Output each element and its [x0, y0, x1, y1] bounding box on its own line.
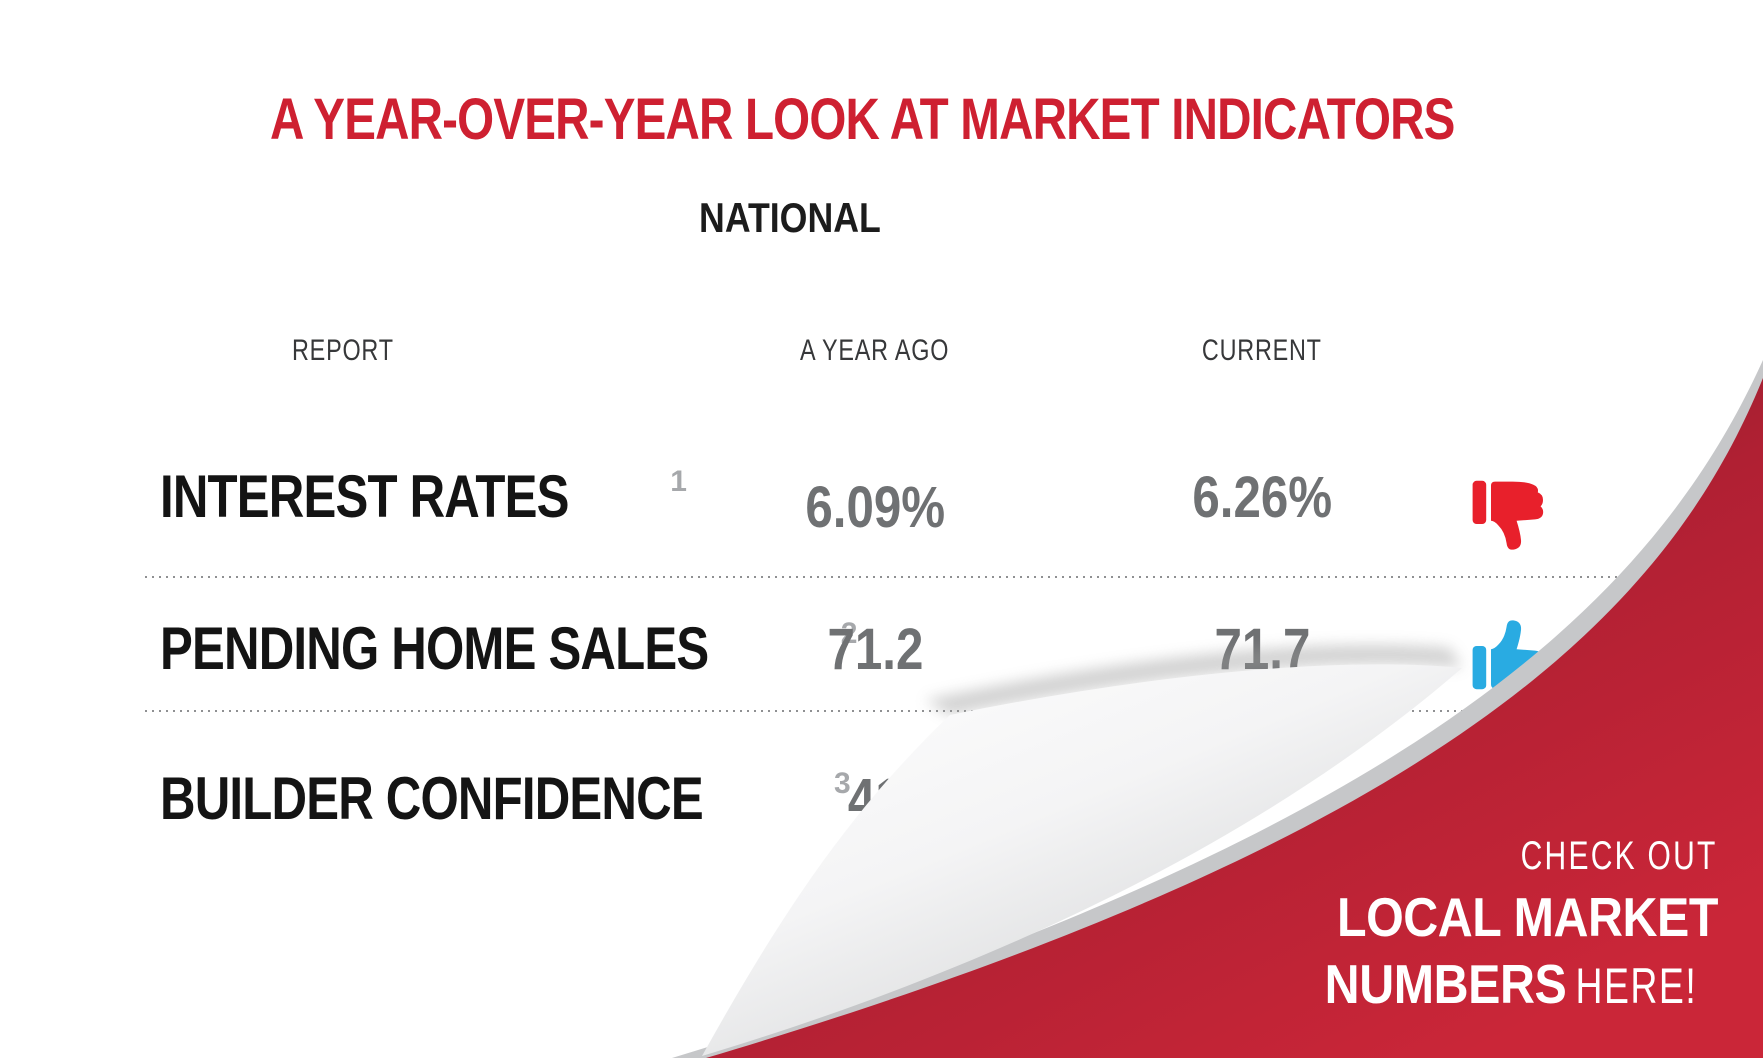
callout-line-1: CHECK OUT: [1521, 834, 1718, 878]
page-title-text: A YEAR-OVER-YEAR LOOK AT MARKET INDICATO…: [270, 87, 1455, 152]
section-label: NATIONAL: [140, 194, 1440, 242]
value-interest-rates-year-ago: 6.09%: [805, 475, 945, 540]
column-header-report: REPORT: [292, 334, 394, 367]
value-pending-home-sales-year-ago: 71.2: [827, 617, 923, 682]
footnote-marker: 1: [670, 465, 687, 498]
local-market-callout[interactable]: CHECK OUT LOCAL MARKET NUMBERS HERE!: [1271, 836, 1718, 1012]
row-label-text: PENDING HOME SALES: [160, 615, 709, 682]
thumbs-up-icon: [1472, 620, 1544, 690]
value-interest-rates-current: 6.26%: [1192, 465, 1332, 530]
row-divider: [145, 576, 1625, 578]
value-pending-home-sales-current: 71.7: [1214, 617, 1310, 682]
thumbs-down-icon: [1472, 480, 1544, 550]
callout-line-3-bold: NUMBERS: [1324, 953, 1566, 1015]
value-builder-confidence-year-ago: 41: [847, 767, 903, 832]
table-row-label-pending-home-sales: PENDING HOME SALES 2: [160, 614, 857, 683]
row-label-text: BUILDER CONFIDENCE: [160, 765, 704, 832]
column-header-current: CURRENT: [1202, 334, 1322, 367]
row-label-text: INTEREST RATES: [160, 463, 569, 530]
callout-line-2: LOCAL MARKET: [1337, 886, 1718, 948]
column-header-year-ago: A YEAR AGO: [800, 334, 950, 367]
table-row-label-interest-rates: INTEREST RATES 1: [160, 462, 687, 531]
callout-line-3: NUMBERS HERE!: [1271, 957, 1718, 1012]
section-label-text: NATIONAL: [699, 194, 881, 241]
page-title: A YEAR-OVER-YEAR LOOK AT MARKET INDICATO…: [140, 86, 1455, 153]
table-row-label-builder-confidence: BUILDER CONFIDENCE 3: [160, 764, 851, 833]
row-divider: [145, 710, 1505, 712]
callout-line-3-light: HERE!: [1574, 958, 1697, 1014]
